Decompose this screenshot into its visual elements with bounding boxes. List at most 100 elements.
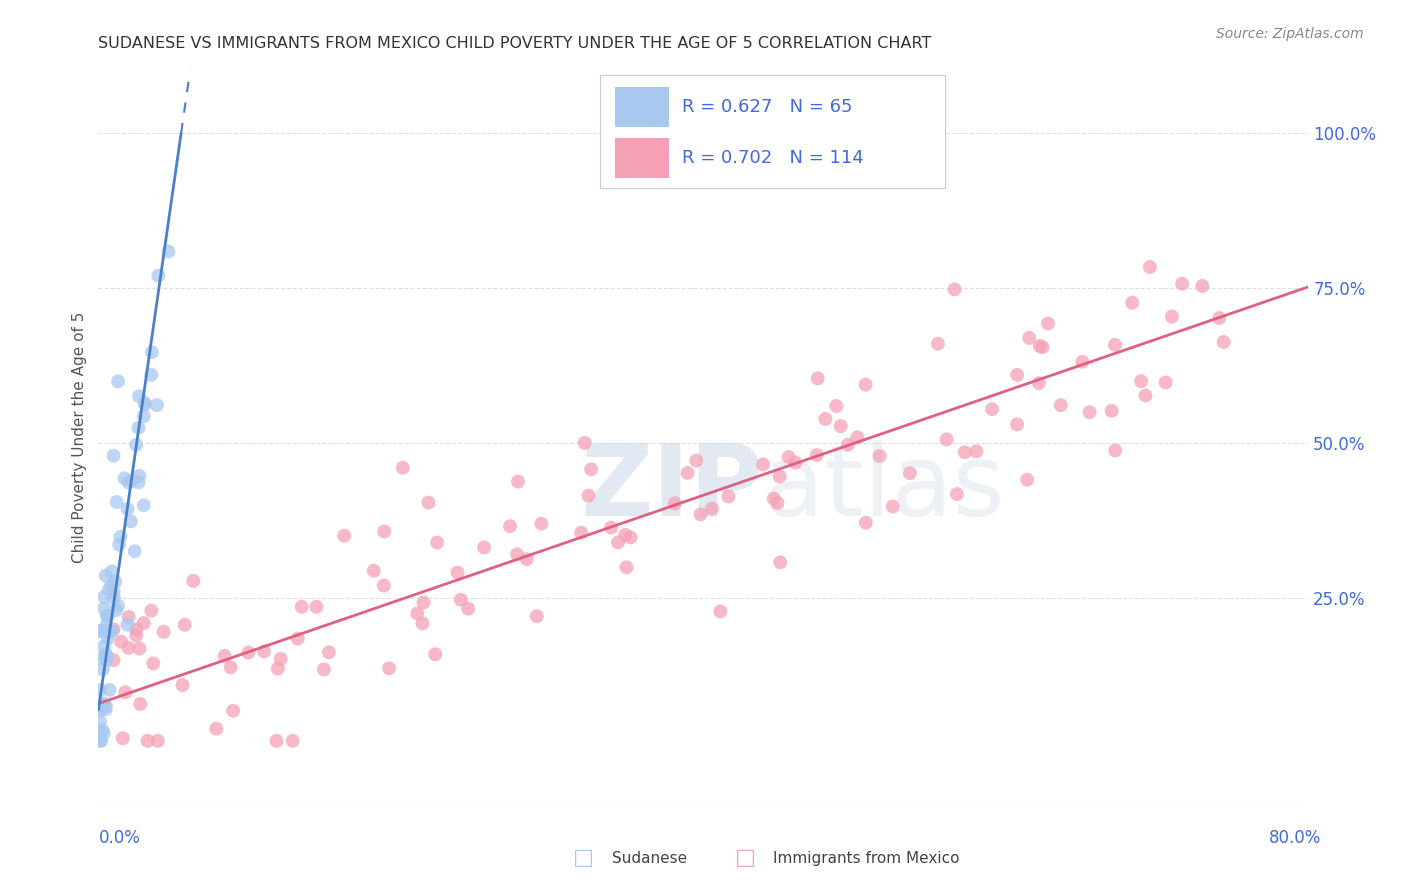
Point bbox=[717, 490, 740, 504]
Point bbox=[1028, 376, 1050, 390]
Point bbox=[882, 500, 904, 514]
Point bbox=[814, 412, 837, 426]
Point bbox=[1049, 398, 1071, 412]
Point bbox=[91, 698, 114, 712]
Point bbox=[128, 389, 150, 403]
Point bbox=[132, 498, 155, 512]
Text: 80.0%: 80.0% bbox=[1270, 830, 1322, 847]
Point bbox=[318, 645, 340, 659]
Point bbox=[1028, 339, 1050, 353]
Point bbox=[516, 552, 538, 566]
Point bbox=[898, 467, 921, 481]
Text: SUDANESE VS IMMIGRANTS FROM MEXICO CHILD POVERTY UNDER THE AGE OF 5 CORRELATION : SUDANESE VS IMMIGRANTS FROM MEXICO CHILD… bbox=[98, 36, 932, 51]
Text: Sudanese: Sudanese bbox=[612, 851, 686, 865]
Point bbox=[600, 520, 623, 534]
Point bbox=[406, 607, 429, 621]
Point bbox=[689, 508, 711, 522]
Point bbox=[96, 625, 118, 640]
Point bbox=[128, 641, 150, 656]
Point bbox=[91, 624, 114, 638]
Point bbox=[614, 528, 637, 542]
Point bbox=[825, 399, 848, 413]
Text: □: □ bbox=[574, 848, 593, 868]
Point bbox=[676, 466, 699, 480]
Point bbox=[1121, 295, 1143, 310]
Point bbox=[1104, 338, 1126, 352]
Point bbox=[450, 592, 472, 607]
Point bbox=[125, 628, 148, 642]
Point bbox=[128, 475, 150, 490]
Point bbox=[981, 402, 1004, 417]
Text: Immigrants from Mexico: Immigrants from Mexico bbox=[773, 851, 960, 865]
Point bbox=[94, 647, 117, 661]
Point bbox=[107, 374, 129, 388]
Text: Source: ZipAtlas.com: Source: ZipAtlas.com bbox=[1216, 27, 1364, 41]
Point bbox=[281, 734, 304, 748]
Point bbox=[1135, 388, 1157, 402]
Point bbox=[1104, 443, 1126, 458]
Point bbox=[105, 495, 128, 509]
Point bbox=[141, 368, 163, 382]
Point bbox=[120, 515, 142, 529]
Point bbox=[128, 420, 150, 434]
Point bbox=[1005, 417, 1028, 432]
Point bbox=[110, 530, 132, 544]
Point bbox=[418, 495, 440, 509]
Point bbox=[616, 560, 638, 574]
Point bbox=[114, 685, 136, 699]
Point bbox=[305, 599, 328, 614]
Point bbox=[953, 445, 976, 459]
Point bbox=[96, 648, 118, 663]
Point bbox=[426, 535, 449, 549]
Point bbox=[526, 609, 548, 624]
Point bbox=[89, 714, 111, 729]
Point bbox=[101, 565, 124, 579]
Point bbox=[93, 601, 115, 615]
Point bbox=[238, 646, 260, 660]
Point bbox=[578, 489, 600, 503]
Point bbox=[146, 734, 169, 748]
Point bbox=[846, 430, 869, 444]
Point bbox=[619, 530, 641, 544]
Point bbox=[90, 699, 112, 714]
Point bbox=[769, 469, 792, 483]
Point bbox=[125, 622, 148, 636]
Point bbox=[457, 601, 479, 615]
Point bbox=[103, 591, 125, 606]
Point bbox=[183, 574, 205, 588]
Point bbox=[762, 491, 785, 506]
Point bbox=[869, 449, 891, 463]
Point bbox=[1036, 317, 1059, 331]
Point bbox=[752, 458, 775, 472]
Point bbox=[935, 433, 957, 447]
Point bbox=[103, 585, 125, 599]
Point bbox=[105, 603, 128, 617]
Point bbox=[1018, 331, 1040, 345]
Point bbox=[1139, 260, 1161, 274]
Point bbox=[709, 604, 731, 618]
Point bbox=[943, 282, 966, 296]
Point bbox=[205, 722, 228, 736]
Point bbox=[270, 652, 292, 666]
Point bbox=[128, 468, 150, 483]
Point bbox=[837, 438, 859, 452]
Point bbox=[506, 475, 529, 489]
Point bbox=[685, 453, 707, 467]
Point bbox=[107, 599, 129, 613]
Point bbox=[157, 244, 180, 259]
Point bbox=[90, 651, 112, 665]
Point bbox=[172, 678, 194, 692]
Point bbox=[785, 456, 807, 470]
Point bbox=[97, 608, 120, 623]
Point bbox=[94, 702, 117, 716]
Point bbox=[96, 609, 118, 624]
Point bbox=[132, 409, 155, 424]
Point bbox=[152, 624, 174, 639]
Point bbox=[93, 640, 115, 654]
Point bbox=[1154, 376, 1177, 390]
Point bbox=[267, 662, 290, 676]
Point bbox=[93, 590, 115, 604]
Point bbox=[96, 618, 118, 632]
Point bbox=[100, 578, 122, 592]
Point bbox=[579, 462, 602, 476]
